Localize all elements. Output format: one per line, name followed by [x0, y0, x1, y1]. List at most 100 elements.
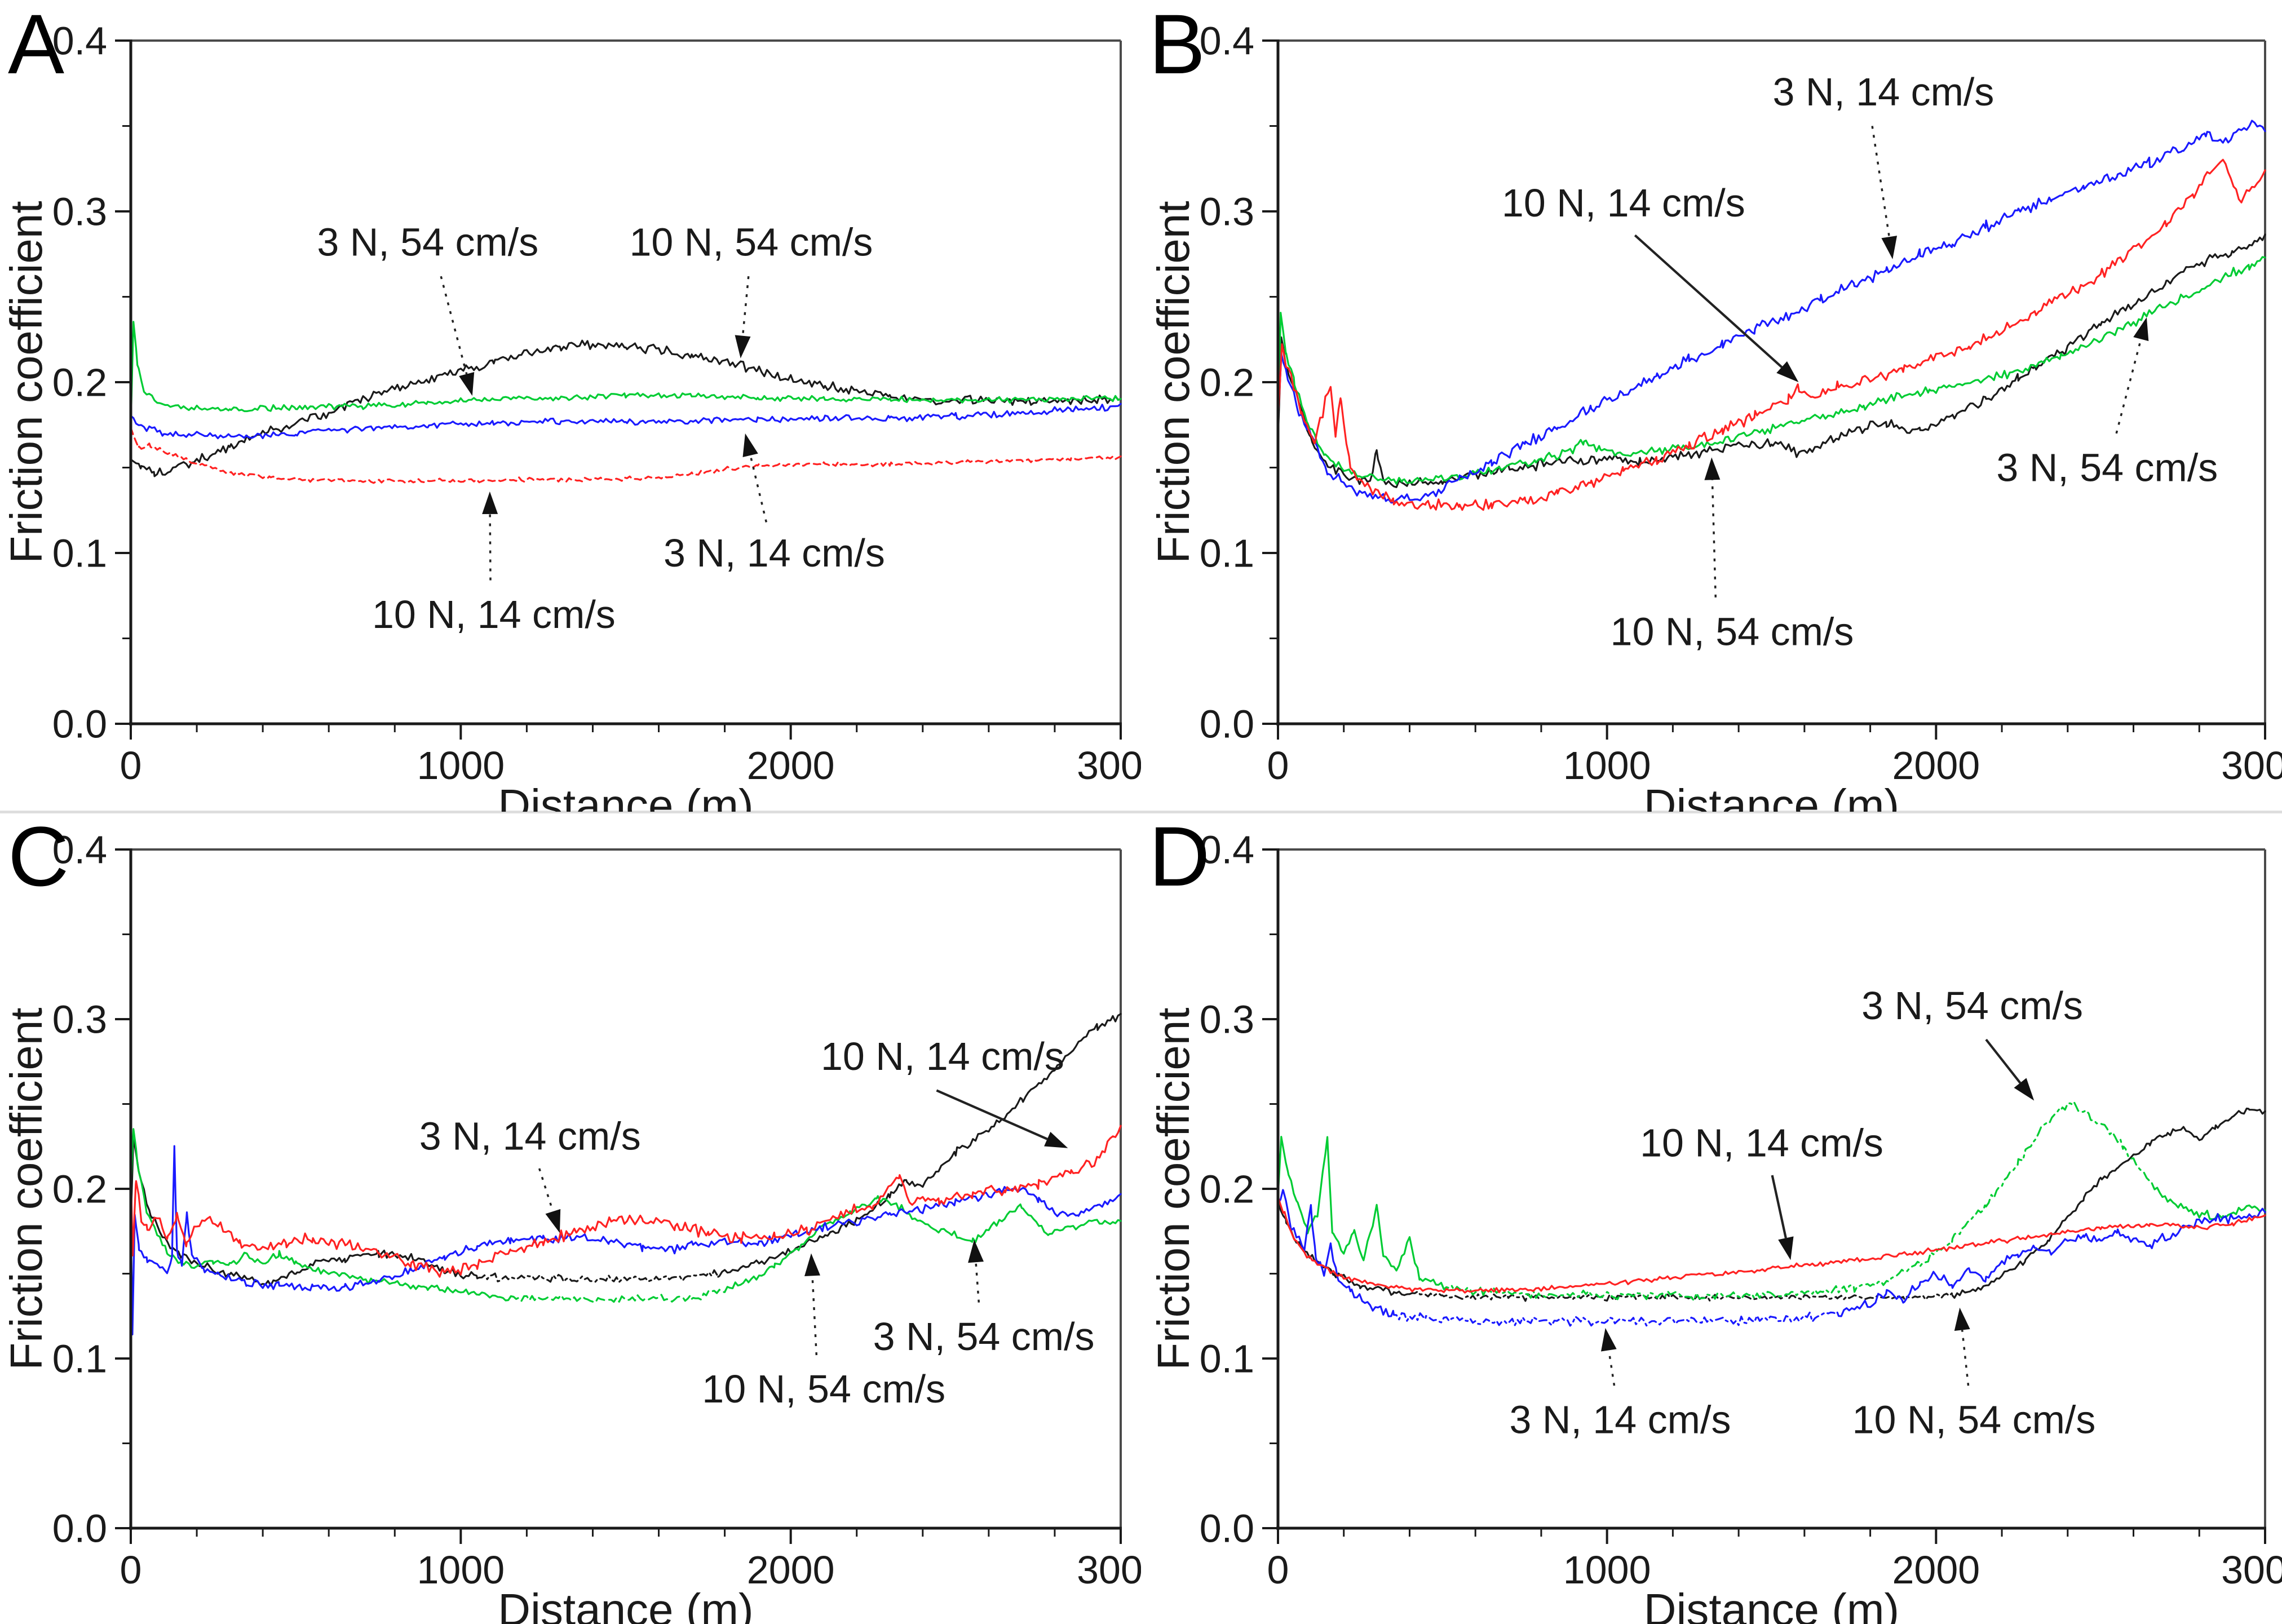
annotation-arrowhead — [1044, 1131, 1068, 1148]
x-tick-label: 0 — [1267, 744, 1289, 787]
series-line-3-N-54-cm-s — [130, 321, 1122, 426]
annotation-arrowhead — [968, 1240, 984, 1263]
x-tick-label: 1000 — [417, 744, 505, 787]
panel-a-letter: A — [8, 0, 65, 91]
annotation-label: 3 N, 14 cm/s — [419, 1114, 641, 1158]
x-tick-label: 0 — [1267, 1548, 1289, 1592]
annotation-label: 3 N, 14 cm/s — [1772, 70, 1994, 114]
y-axis-title: Friction coefficient — [1148, 1007, 1199, 1370]
annotation-label: 3 N, 54 cm/s — [873, 1315, 1095, 1359]
panel-d-letter: D — [1149, 809, 1210, 904]
annotation-arrowhead — [1600, 1327, 1617, 1352]
annotation-label: 3 N, 54 cm/s — [317, 220, 538, 264]
series-line-3-N-54-cm-s — [2151, 1182, 2266, 1220]
annotation-arrowhead — [1778, 1236, 1794, 1260]
y-tick-label: 0.2 — [1200, 1167, 1254, 1211]
annotation: 3 N, 54 cm/s — [873, 1240, 1095, 1359]
y-tick-label: 0.3 — [52, 190, 107, 234]
annotation-arrowhead — [1704, 457, 1721, 480]
annotation: 3 N, 54 cm/s — [317, 220, 538, 396]
series-group — [1277, 120, 2266, 511]
annotation-arrowhead — [735, 335, 751, 359]
y-tick-label: 0.4 — [1200, 828, 1254, 872]
annotation-label: 10 N, 54 cm/s — [630, 220, 873, 264]
series-line-3-N-54-cm-s — [130, 1128, 511, 1302]
annotation-label: 10 N, 54 cm/s — [1852, 1397, 2096, 1441]
y-tick-label: 0.0 — [1200, 702, 1254, 746]
annotation-arrow-shaft — [936, 1089, 1048, 1140]
panel-c: C 0.0 0.1 0.2 0.3 0.4 0 1000 2000 3000 Distance (… — [0, 812, 1141, 1624]
series-line-10-N-54-cm-s — [130, 339, 1122, 477]
panel-a-chart: 0.0 0.1 0.2 0.3 0.4 0 1000 2000 3000 Distance (m)… — [1, 19, 1141, 812]
annotation: 10 N, 54 cm/s — [630, 220, 873, 359]
annotation: 10 N, 54 cm/s — [702, 1253, 945, 1411]
panel-a: A 0.0 0.1 0.2 0.3 0.4 0 1000 2000 3000 Distance (… — [0, 0, 1141, 812]
x-tick-label: 2000 — [747, 1548, 835, 1592]
x-tick-label: 3000 — [2221, 1548, 2282, 1592]
annotation-arrow-shaft — [440, 276, 468, 374]
x-tick-label: 3000 — [1077, 744, 1141, 787]
annotation: 10 N, 14 cm/s — [372, 491, 616, 636]
panel-d: D 0.0 0.1 0.2 0.3 0.4 0 1000 2000 3000 Distance (… — [1141, 812, 2282, 1624]
annotation-arrow-shaft — [1711, 480, 1717, 598]
annotation-arrowhead — [1954, 1307, 1970, 1331]
series-line-10-N-14-cm-s — [1277, 158, 2266, 511]
series-line-10-N-54-cm-s — [1277, 233, 2266, 488]
series-line-10-N-14-cm-s — [130, 1125, 1122, 1278]
x-tick-label: 0 — [120, 744, 142, 787]
annotation-arrow-shaft — [538, 1168, 554, 1212]
row-divider — [0, 811, 2282, 813]
series-line-3-N-14-cm-s — [1277, 120, 2266, 504]
panel-c-chart: 0.0 0.1 0.2 0.3 0.4 0 1000 2000 3000 Distance (m)… — [1, 828, 1141, 1624]
x-axis-title: Distance (m) — [1644, 780, 1899, 812]
annotation-arrow-shaft — [1771, 1175, 1787, 1238]
y-tick-label: 0.0 — [52, 1507, 107, 1551]
y-tick-label: 0.0 — [1200, 1507, 1254, 1551]
annotation-arrow-shaft — [749, 455, 768, 523]
annotation: 10 N, 54 cm/s — [1852, 1307, 2096, 1441]
annotation-label: 3 N, 14 cm/s — [1510, 1397, 1731, 1441]
annotation: 3 N, 14 cm/s — [419, 1114, 641, 1233]
series-group — [1277, 1101, 2266, 1327]
y-tick-label: 0.4 — [52, 828, 107, 872]
x-tick-label: 0 — [120, 1548, 142, 1592]
annotation-arrowhead — [1776, 361, 1799, 382]
annotation: 3 N, 54 cm/s — [1861, 984, 2083, 1101]
x-axis-title: Distance (m) — [498, 1585, 753, 1624]
series-line-3-N-14-cm-s — [1392, 1309, 1838, 1327]
series-line-3-N-54-cm-s — [1277, 256, 2266, 485]
series-group — [130, 321, 1122, 484]
annotation-label: 3 N, 54 cm/s — [1861, 984, 2083, 1028]
y-tick-label: 0.1 — [52, 1337, 107, 1381]
x-tick-label: 1000 — [1563, 744, 1651, 787]
x-tick-label: 1000 — [417, 1548, 505, 1592]
annotation-label: 10 N, 54 cm/s — [1611, 609, 1854, 653]
annotation-label: 3 N, 54 cm/s — [1996, 446, 2218, 490]
annotation-label: 10 N, 14 cm/s — [821, 1034, 1064, 1078]
annotation: 3 N, 14 cm/s — [1772, 70, 1994, 259]
annotation-arrow-shaft — [811, 1276, 818, 1356]
y-tick-label: 0.4 — [52, 19, 107, 63]
y-tick-label: 0.3 — [1200, 190, 1254, 234]
annotation-label: 10 N, 14 cm/s — [1640, 1121, 1883, 1165]
series-line-3-N-14-cm-s — [1836, 1207, 2266, 1317]
series-line-3-N-14-cm-s — [1277, 1189, 1394, 1317]
series-line-10-N-54-cm-s — [1277, 1200, 1411, 1296]
series-line-3-N-54-cm-s — [1441, 1101, 2151, 1302]
annotation-arrowhead — [1881, 236, 1898, 259]
annotation-arrow-shaft — [1985, 1038, 2022, 1084]
annotation-arrow-shaft — [975, 1262, 980, 1303]
y-tick-label: 0.0 — [52, 702, 107, 746]
y-axis-title: Friction coefficient — [1, 1007, 51, 1370]
y-axis-title: Friction coefficient — [1148, 201, 1199, 563]
x-tick-label: 3000 — [1077, 1548, 1141, 1592]
y-tick-label: 0.3 — [52, 998, 107, 1042]
annotation: 3 N, 14 cm/s — [1510, 1327, 1731, 1441]
y-tick-label: 0.4 — [1200, 19, 1254, 63]
series-line-3-N-54-cm-s — [723, 1195, 1122, 1293]
panel-d-chart: 0.0 0.1 0.2 0.3 0.4 0 1000 2000 3000 Distance (m)… — [1148, 828, 2282, 1624]
x-tick-label: 2000 — [1892, 744, 1980, 787]
annotation-arrow-shaft — [2115, 339, 2142, 434]
panel-c-letter: C — [8, 809, 69, 904]
